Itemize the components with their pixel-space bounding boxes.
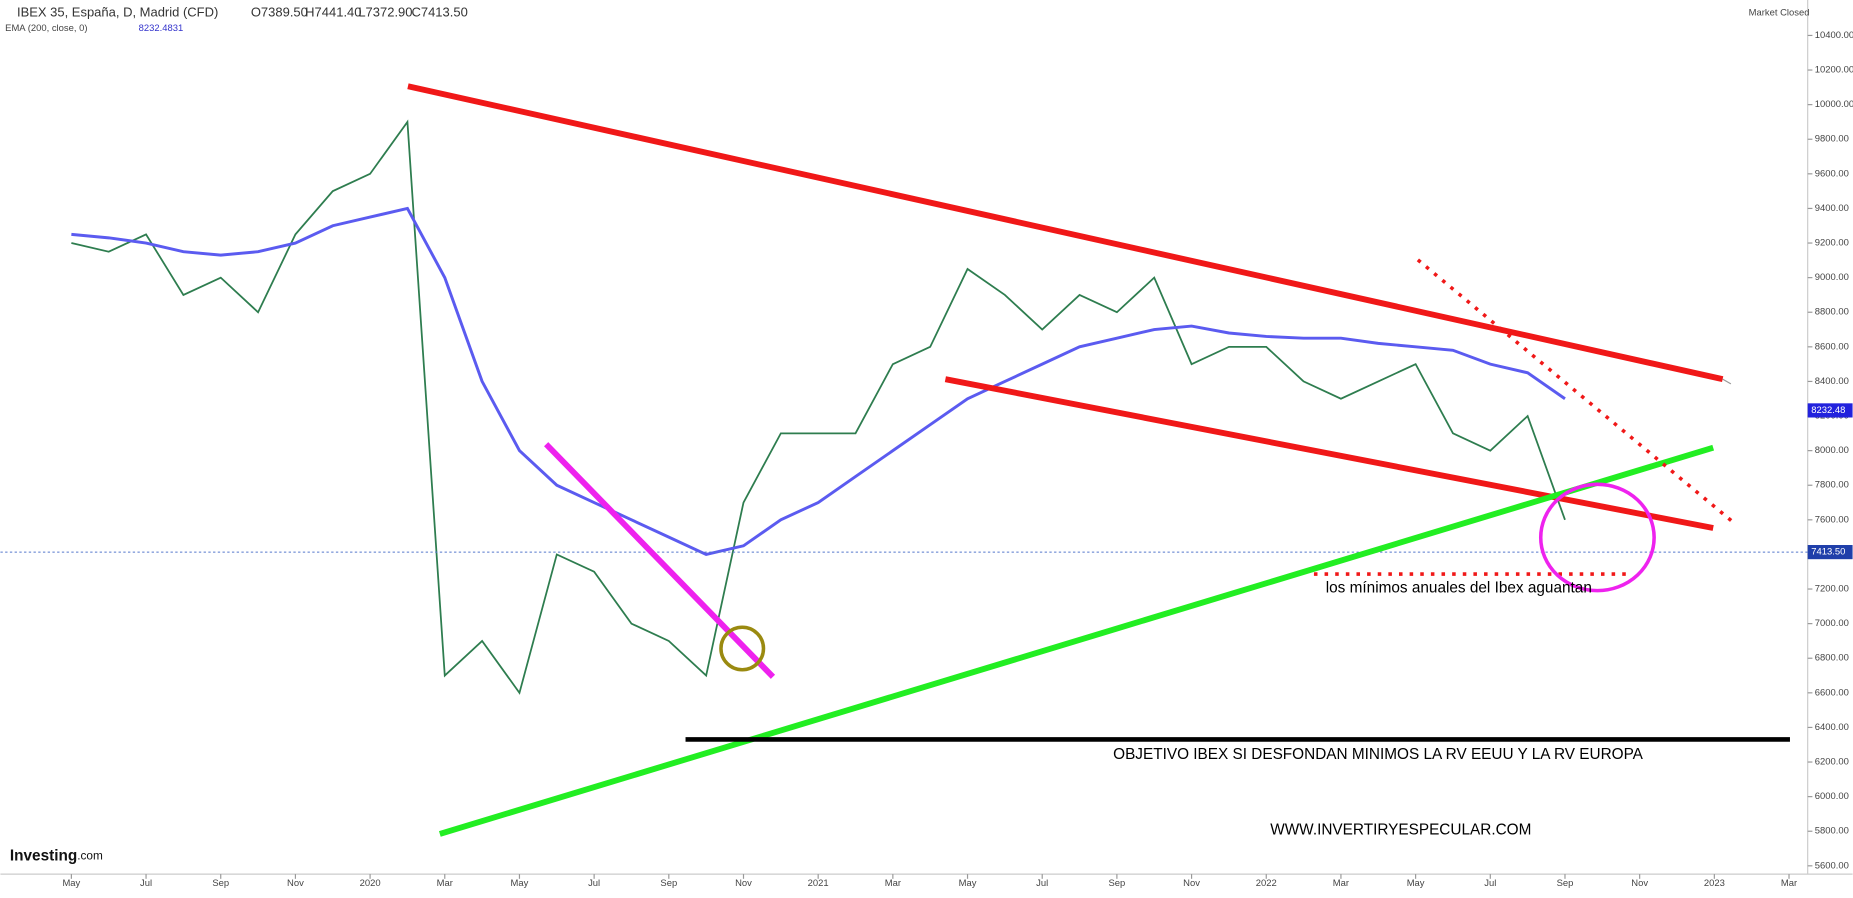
series-line bbox=[71, 206, 1566, 556]
ema-box bbox=[1807, 403, 1853, 418]
y-tick-label: 10000.00 bbox=[1815, 99, 1853, 110]
x-tick-label: Nov bbox=[735, 878, 752, 889]
x-tick-label: Jul bbox=[1484, 878, 1496, 889]
trend-line bbox=[944, 376, 1714, 531]
x-tick-label: May bbox=[62, 878, 80, 889]
y-tick-label: 9800.00 bbox=[1815, 134, 1849, 145]
trend-line bbox=[407, 83, 1724, 383]
y-tick-label: 6600.00 bbox=[1815, 687, 1849, 698]
x-tick-label: Jul bbox=[140, 878, 152, 889]
x-tick-label: Mar bbox=[885, 878, 901, 889]
y-tick-label: 9600.00 bbox=[1815, 168, 1849, 179]
ohlc: L7372.90 bbox=[358, 4, 412, 19]
ema-label: 8232.48 bbox=[1811, 405, 1845, 416]
x-tick-label: Jul bbox=[588, 878, 600, 889]
y-tick-label: 9400.00 bbox=[1815, 203, 1849, 214]
y-tick-label: 7000.00 bbox=[1815, 618, 1849, 629]
y-tick-label: 7600.00 bbox=[1815, 514, 1849, 525]
trend-line bbox=[544, 442, 776, 679]
series-line bbox=[71, 119, 1566, 695]
y-tick-label: 8800.00 bbox=[1815, 307, 1849, 318]
x-tick-label: Mar bbox=[1333, 878, 1349, 889]
brand-suffix: .com bbox=[77, 849, 103, 863]
y-tick-label: 5600.00 bbox=[1815, 860, 1849, 871]
y-tick-label: 6200.00 bbox=[1815, 757, 1849, 768]
x-tick-label: May bbox=[1407, 878, 1425, 889]
market-status: Market Closed bbox=[1749, 7, 1810, 18]
x-tick-label: Nov bbox=[1183, 878, 1200, 889]
ohlc: H7441.40 bbox=[305, 4, 361, 19]
last-price-label: 7413.50 bbox=[1811, 547, 1845, 558]
annotation: los mínimos anuales del Ibex aguantan bbox=[1326, 579, 1592, 596]
x-tick-label: May bbox=[959, 878, 977, 889]
x-tick-label: Jul bbox=[1036, 878, 1048, 889]
drawings bbox=[407, 83, 1790, 837]
y-tick-label: 8400.00 bbox=[1815, 376, 1849, 387]
y-tick-label: 6400.00 bbox=[1815, 722, 1849, 733]
y-tick-label: 8600.00 bbox=[1815, 341, 1849, 352]
circle bbox=[719, 625, 766, 672]
y-tick-label: 9200.00 bbox=[1815, 238, 1849, 249]
trend-line bbox=[438, 444, 1715, 837]
last-price-box bbox=[1807, 545, 1853, 560]
y-tick-label: 7800.00 bbox=[1815, 480, 1849, 491]
brand-name: Investing bbox=[10, 847, 77, 864]
circle bbox=[1538, 482, 1656, 593]
y-tick-label: 10200.00 bbox=[1815, 65, 1853, 76]
y-tick-label: 5800.00 bbox=[1815, 826, 1849, 837]
ohlc: C7413.50 bbox=[411, 4, 467, 19]
y-tick-label: 9000.00 bbox=[1815, 272, 1849, 283]
plot: 5600.00 5800.00 6000.00 6200.00 6400.00 6600.… bbox=[0, 30, 1853, 889]
annotation: OBJETIVO IBEX SI DESFONDAN MINIMOS LA RV… bbox=[1113, 746, 1644, 763]
annotation: WWW.INVERTIRYESPECULAR.COM bbox=[1270, 821, 1531, 838]
y-tick-label: 8000.00 bbox=[1815, 445, 1849, 456]
y-tick-label: 6800.00 bbox=[1815, 653, 1849, 664]
y-tick-label: 7200.00 bbox=[1815, 584, 1849, 595]
x-tick-label: Nov bbox=[287, 878, 304, 889]
x-tick-label: 2022 bbox=[1256, 878, 1277, 889]
x-tick-label: 2023 bbox=[1704, 878, 1725, 889]
ohlc: O7389.50 bbox=[251, 4, 308, 19]
trend-line bbox=[1416, 258, 1736, 525]
x-tick-label: 2020 bbox=[360, 878, 381, 889]
y-tick-label: 10400.00 bbox=[1815, 30, 1853, 41]
indicator: EMA (200, close, 0) bbox=[5, 23, 87, 34]
x-tick-label: Sep bbox=[1108, 878, 1125, 889]
x-tick-label: 2021 bbox=[808, 878, 829, 889]
trend-line bbox=[1722, 378, 1732, 385]
x-tick-label: Mar bbox=[1781, 878, 1797, 889]
symbol: IBEX 35, España, D, Madrid (CFD) bbox=[17, 4, 218, 19]
x-tick-label: Sep bbox=[1557, 878, 1574, 889]
indicator-value: 8232.4831 bbox=[139, 23, 184, 34]
x-tick-label: Nov bbox=[1631, 878, 1648, 889]
x-tick-label: Sep bbox=[660, 878, 677, 889]
y-tick-label: 6000.00 bbox=[1815, 791, 1849, 802]
x-tick-label: Mar bbox=[437, 878, 453, 889]
x-tick-label: Sep bbox=[212, 878, 229, 889]
x-tick-label: May bbox=[511, 878, 529, 889]
brand: Investing.com bbox=[10, 847, 103, 864]
